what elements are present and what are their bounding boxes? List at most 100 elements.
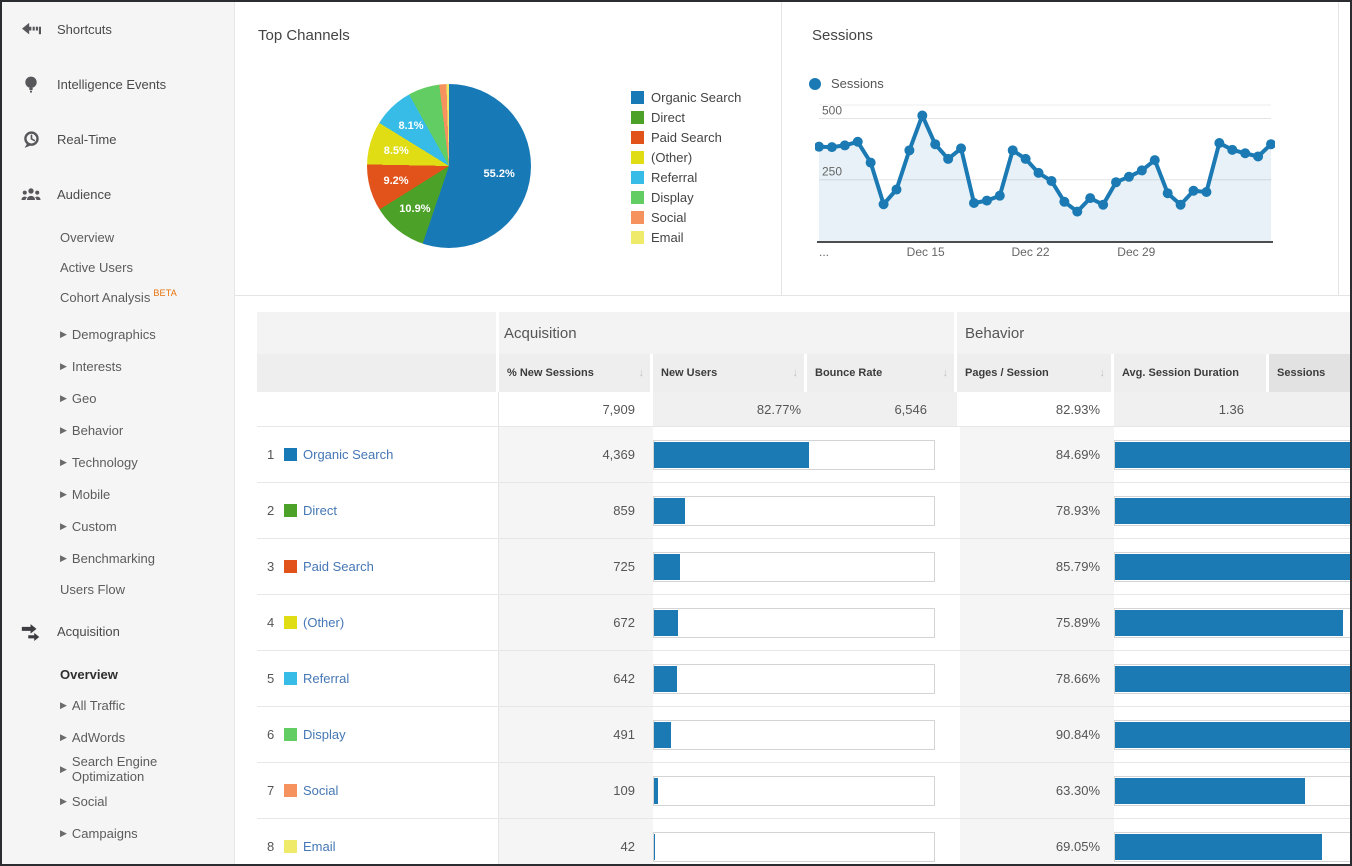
channel-link[interactable]: Social — [303, 783, 339, 798]
column-header-bounce-rate[interactable]: Bounce Rate ↓ — [807, 354, 957, 392]
svg-text:250: 250 — [822, 165, 842, 179]
expand-arrow-icon: ▶ — [60, 456, 67, 467]
sidebar-item-overview[interactable]: Overview — [2, 222, 234, 252]
sidebar-item-cohort-analysis[interactable]: Cohort Analysis BETA — [2, 282, 234, 312]
column-header-new-sessions[interactable]: % New Sessions ↓ — [499, 354, 653, 392]
sidebar-item-real-time[interactable]: Real-Time — [2, 112, 234, 167]
sessions-value: 672 — [499, 595, 653, 650]
legend-swatch-icon — [631, 230, 644, 244]
x-axis-tick-label: Dec 22 — [1011, 245, 1050, 259]
sidebar-item-users-flow[interactable]: Users Flow — [2, 574, 234, 604]
sidebar-item-interests[interactable]: ▶ Interests — [2, 350, 234, 382]
channel-cell: 4 (Other) — [257, 595, 499, 650]
intelligence-icon — [19, 73, 43, 97]
channel-link[interactable]: (Other) — [303, 615, 345, 630]
sidebar-item-label: Benchmarking — [71, 550, 156, 566]
sessions-title: Sessions — [812, 27, 873, 44]
sidebar-item-behavior[interactable]: ▶ Behavior — [2, 414, 234, 446]
sidebar-item-label: Overview — [60, 229, 115, 245]
bounce-rate-bar-fill — [1115, 777, 1305, 804]
table-row: 2 Direct 859 78.93% — [257, 483, 1350, 539]
sidebar-item-adwords[interactable]: ▶ AdWords — [2, 721, 234, 753]
sessions-legend-label: Sessions — [831, 76, 884, 91]
channel-cell: 1 Organic Search — [257, 427, 499, 482]
sidebar-item-benchmarking[interactable]: ▶ Benchmarking — [2, 542, 234, 574]
totals-pages-per-session: 1.36 — [1114, 392, 1269, 426]
legend-item-paid-search: Paid Search — [631, 127, 741, 147]
sidebar-item-acquisition[interactable]: Acquisition — [2, 604, 234, 659]
column-header-pages-session[interactable]: Pages / Session ↓ — [957, 354, 1114, 392]
column-header-label: Sessions — [1277, 367, 1326, 379]
sidebar-item-audience[interactable]: Audience — [2, 167, 234, 222]
expand-arrow-icon: ▶ — [60, 424, 67, 435]
bounce-rate-bar-cell — [1114, 483, 1350, 538]
bounce-rate-bar-cell — [1114, 427, 1350, 482]
expand-arrow-icon: ▶ — [60, 731, 67, 742]
column-header-label: % New Sessions — [507, 367, 594, 379]
svg-text:500: 500 — [822, 103, 842, 117]
row-rank: 8 — [267, 839, 275, 854]
expand-arrow-icon: ▶ — [60, 360, 67, 371]
bounce-rate-bar-cell — [1114, 539, 1350, 594]
sidebar-item-geo[interactable]: ▶ Geo — [2, 382, 234, 414]
bounce-rate-bar-fill — [1115, 609, 1343, 636]
bounce-rate-value: 85.79% — [957, 539, 1114, 594]
row-rank: 2 — [267, 503, 275, 518]
sidebar-item-label: Mobile — [71, 486, 111, 502]
legend-label: Email — [651, 229, 684, 245]
channel-link[interactable]: Direct — [303, 503, 337, 518]
channel-color-swatch-icon — [284, 504, 297, 517]
sidebar-item-campaigns[interactable]: ▶ Campaigns — [2, 817, 234, 849]
bounce-rate-bar-fill — [1115, 665, 1350, 692]
table-row: 7 Social 109 63.30% — [257, 763, 1350, 819]
legend-label: Direct — [651, 109, 685, 125]
channel-link[interactable]: Email — [303, 839, 336, 854]
column-header-sessions[interactable]: Sessions↓ — [1269, 354, 1350, 392]
expand-arrow-icon: ▶ — [60, 392, 67, 403]
channel-link[interactable]: Organic Search — [303, 447, 394, 462]
channels-table: Acquisition Behavior % New Sessions ↓ New … — [257, 312, 1350, 864]
sidebar-item-all-traffic[interactable]: ▶ All Traffic — [2, 689, 234, 721]
sidebar-item-demographics[interactable]: ▶ Demographics — [2, 318, 234, 350]
sidebar-item-shortcuts[interactable]: Shortcuts — [2, 2, 234, 57]
sidebar-item-overview[interactable]: Overview — [2, 659, 234, 689]
sessions-value: 859 — [499, 483, 653, 538]
sidebar-item-social[interactable]: ▶ Social — [2, 785, 234, 817]
sidebar-item-active-users[interactable]: Active Users — [2, 252, 234, 282]
pie-slice-label: 9.2% — [383, 174, 409, 187]
sidebar-item-label: Demographics — [71, 326, 156, 342]
channels-pie-chart: 55.2% 10.9% 9.2% 8.5% 8.1% — [367, 84, 531, 248]
pie-slice-label: 8.5% — [383, 144, 409, 157]
sessions-bar — [653, 663, 935, 694]
legend-swatch-icon — [631, 150, 644, 164]
sidebar-item-mobile[interactable]: ▶ Mobile — [2, 478, 234, 510]
sessions-bar-fill — [654, 777, 658, 804]
sidebar-item-label: Social — [71, 793, 108, 809]
sidebar-item-technology[interactable]: ▶ Technology — [2, 446, 234, 478]
column-header-label: Bounce Rate — [815, 367, 883, 379]
row-rank: 4 — [267, 615, 275, 630]
sidebar-item-intelligence-events[interactable]: Intelligence Events — [2, 57, 234, 112]
channel-color-swatch-icon — [284, 616, 297, 629]
column-header-new-users[interactable]: New Users ↓ — [653, 354, 807, 392]
channel-link[interactable]: Referral — [303, 671, 350, 686]
channel-cell: 8 Email — [257, 819, 499, 864]
main-content: Top Channels 55.2% 10.9% 9.2% 8.5% 8.1% Orga… — [235, 2, 1350, 864]
bounce-rate-bar — [1114, 831, 1350, 862]
expand-arrow-icon: ▶ — [60, 520, 67, 531]
sessions-bar-fill — [654, 441, 809, 468]
sidebar-item-custom[interactable]: ▶ Custom — [2, 510, 234, 542]
column-header-avg-session-duration[interactable]: Avg. Session Duration — [1114, 354, 1269, 392]
channel-link[interactable]: Display — [303, 727, 346, 742]
bounce-rate-bar-cell — [1114, 707, 1350, 762]
acquisition-icon — [19, 620, 43, 644]
bounce-rate-bar-fill — [1115, 441, 1350, 468]
totals-spacer — [257, 392, 499, 426]
sidebar-item-label: Campaigns — [71, 825, 138, 841]
bounce-rate-bar-fill — [1115, 721, 1350, 748]
sidebar-item-search-engine-optimization[interactable]: ▶ Search Engine Optimization — [2, 753, 234, 785]
channel-link[interactable]: Paid Search — [303, 559, 374, 574]
bounce-rate-bar — [1114, 439, 1350, 470]
sessions-bar — [653, 719, 935, 750]
sessions-value: 42 — [499, 819, 653, 864]
